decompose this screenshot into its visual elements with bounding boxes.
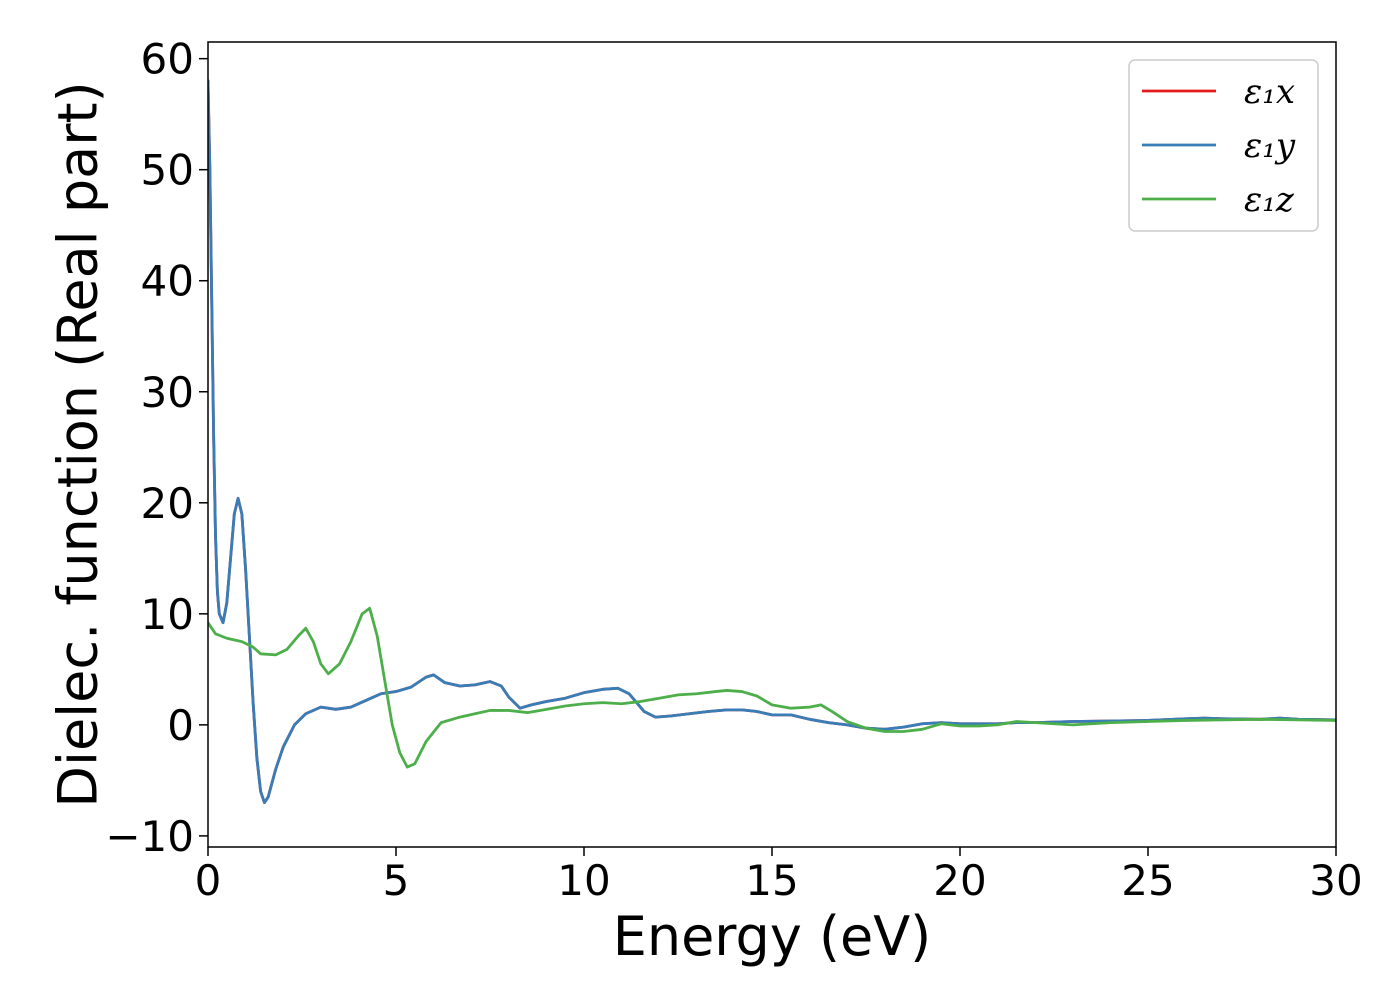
y-tick-label: 30 xyxy=(141,368,194,417)
x-tick-label: 20 xyxy=(933,856,986,905)
y-tick-label: −10 xyxy=(105,812,194,861)
y-tick-label: 40 xyxy=(141,257,194,306)
x-tick-label: 25 xyxy=(1121,856,1174,905)
x-tick-label: 15 xyxy=(745,856,798,905)
legend: ε₁x ε₁y ε₁z xyxy=(1128,59,1319,232)
y-tick-label: 50 xyxy=(141,146,194,195)
legend-label-1: ε₁y xyxy=(1244,126,1296,166)
y-axis-title: Dielec. function (Real part) xyxy=(47,81,110,807)
x-axis-title: Energy (eV) xyxy=(613,905,932,968)
legend-label-0: ε₁x xyxy=(1244,72,1295,112)
x-tick-label: 5 xyxy=(383,856,410,905)
x-tick-label: 30 xyxy=(1309,856,1362,905)
series-line-2 xyxy=(208,606,1336,769)
series-line-1 xyxy=(208,79,1336,804)
x-tick-label: 10 xyxy=(557,856,610,905)
y-tick-label: 0 xyxy=(167,701,194,750)
y-tick-label: 20 xyxy=(141,479,194,528)
series-layer xyxy=(208,79,1336,804)
y-tick-label: 60 xyxy=(141,35,194,84)
legend-label-2: ε₁z xyxy=(1244,180,1295,220)
x-tick-label: 0 xyxy=(195,856,222,905)
y-tick-label: 10 xyxy=(141,590,194,639)
legend-box xyxy=(1128,59,1319,232)
